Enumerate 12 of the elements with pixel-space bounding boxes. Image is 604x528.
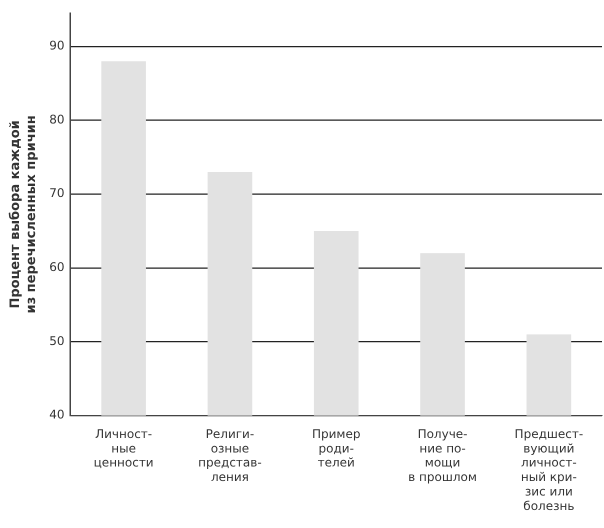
y-tick-label: 50 xyxy=(49,334,64,348)
y-tick-label: 80 xyxy=(49,112,64,126)
x-tick-label: Религи- озные представ- ления xyxy=(198,426,262,484)
y-tick-label: 60 xyxy=(49,260,64,274)
x-tick-label: Личност- ные ценности xyxy=(94,426,154,470)
y-tick-label: 40 xyxy=(49,408,64,422)
x-tick-label: Пример роди- телей xyxy=(312,426,360,470)
y-tick-label: 90 xyxy=(49,38,64,53)
x-tick-label: Предшест- вующий личност- ный кри- зис или болезнь xyxy=(514,426,584,513)
x-tick-label: Получе- ние по- мощи в прошлом xyxy=(408,426,477,484)
y-tick-label: 70 xyxy=(49,186,64,200)
y-axis-title: Процент выбора каждой из перечисленных причин xyxy=(8,115,39,314)
